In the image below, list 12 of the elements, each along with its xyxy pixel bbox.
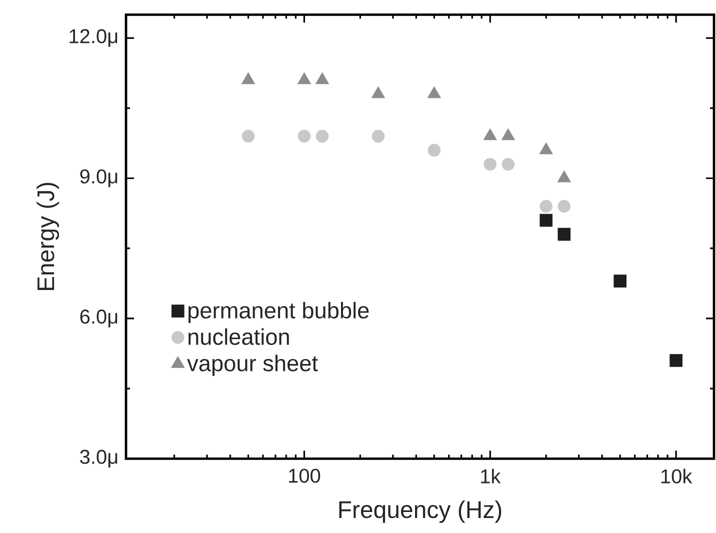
y-tick-label: 12.0μ bbox=[70, 28, 118, 47]
legend-label: permanent bubble bbox=[188, 302, 369, 323]
y-axis-title: Energy (J) bbox=[36, 182, 60, 290]
y-tick-label: 3.0μ bbox=[80, 450, 118, 468]
y-tick-label: 6.0μ bbox=[80, 309, 118, 328]
y-tick-label: 9.0μ bbox=[80, 169, 118, 187]
x-axis-title: Frequency (Hz) bbox=[339, 500, 502, 523]
legend-label: vapour sheet bbox=[187, 354, 318, 376]
x-tick-label: 1k bbox=[481, 468, 501, 484]
x-tick-label: 10k bbox=[661, 468, 692, 484]
x-tick-label: 100 bbox=[289, 468, 320, 483]
legend-label: nucleation bbox=[188, 328, 289, 345]
